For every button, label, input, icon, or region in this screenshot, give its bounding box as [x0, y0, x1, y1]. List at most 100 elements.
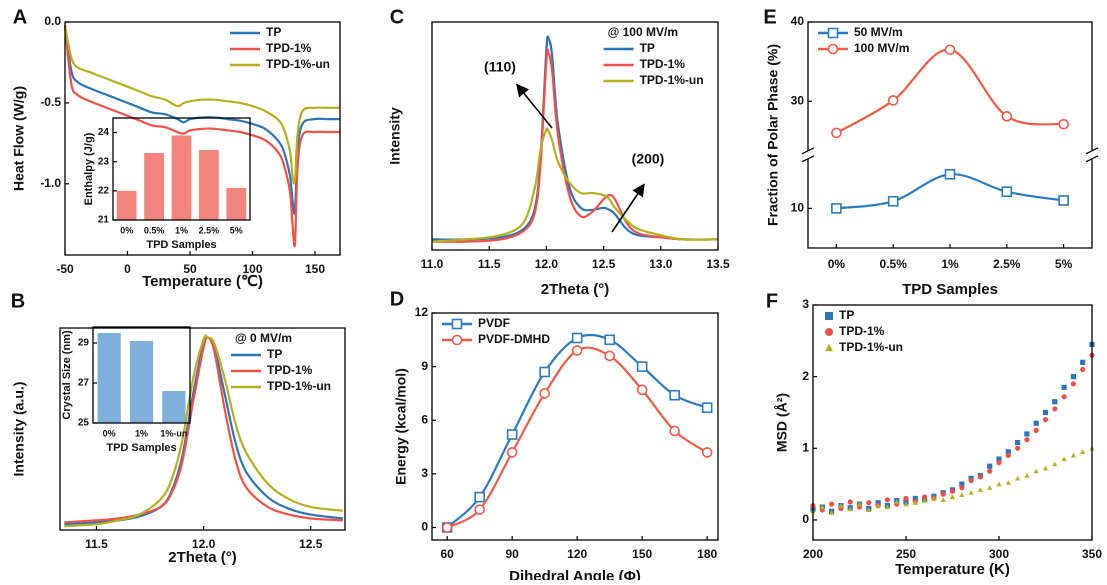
marker: [959, 481, 965, 487]
marker: [996, 460, 1002, 466]
series-line: [64, 334, 344, 528]
series-line: [63, 25, 340, 248]
marker: [571, 332, 583, 344]
marker: [701, 402, 713, 414]
marker: [838, 503, 844, 508]
plot-frame: [92, 326, 191, 424]
legend-label: TPD-1%: [640, 57, 686, 71]
y-axis-label: MSD (Å²): [774, 393, 790, 452]
marker: [996, 456, 1002, 462]
x-tick-label: 12.5: [592, 257, 616, 271]
x-tick-label: 0.5%: [880, 257, 908, 271]
x-tick-label: 0%: [103, 428, 116, 438]
y-tick-label: 0.0: [44, 14, 61, 28]
plot-frame: [812, 304, 1093, 541]
legend-label: PVDF: [478, 316, 510, 330]
marker: [887, 195, 899, 207]
marker: [1061, 384, 1067, 390]
y-tick-label: 22: [98, 185, 110, 196]
legend-label: TP: [839, 308, 854, 322]
legend-label: TPD-1%-un: [266, 57, 330, 71]
marker: [1033, 420, 1039, 426]
legend-label: TPD-1%: [839, 324, 885, 338]
x-tick-label: 200: [803, 547, 823, 561]
marker: [506, 429, 518, 440]
marker: [1024, 437, 1030, 443]
legend-marker: [451, 318, 463, 330]
marker: [1058, 118, 1069, 130]
annotation: (200): [632, 151, 665, 167]
x-axis-label: Dihedral Angle (Φ): [509, 568, 641, 580]
marker: [922, 494, 928, 500]
x-axis-label: 2Theta (°): [168, 549, 237, 566]
marker: [636, 384, 648, 396]
bar: [116, 190, 137, 220]
bar: [162, 391, 186, 423]
x-tick-label: 11.0: [421, 257, 444, 271]
panel-letter: F: [766, 290, 778, 312]
x-tick-label: 250: [896, 547, 916, 561]
marker: [940, 497, 946, 502]
marker: [539, 388, 550, 399]
x-axis-label: TPD Samples: [106, 442, 176, 454]
legend-title: @ 100 MV/m: [608, 25, 678, 39]
bar: [226, 187, 247, 220]
series-line: [63, 24, 340, 185]
y-tick-label: 3: [802, 297, 809, 311]
y-tick-label: 3: [421, 466, 428, 480]
marker: [944, 168, 956, 180]
y-tick-label: 29: [78, 338, 90, 349]
legend-title: @ 0 MV/m: [235, 331, 292, 345]
series-line: [431, 48, 719, 243]
legend-label: PVDF-DMHD: [478, 332, 550, 346]
marker: [1033, 427, 1039, 433]
y-tick-label: 9: [421, 359, 428, 373]
marker: [987, 485, 993, 490]
y-axis-label: Heat Flow (W/g): [11, 86, 27, 191]
marker: [831, 127, 842, 139]
plot-frame: [807, 21, 1093, 249]
legend-label: TPD-1%: [267, 363, 313, 377]
x-tick-label: 90: [505, 547, 519, 561]
x-tick-label: 12.0: [192, 537, 216, 551]
panel-letter: E: [763, 6, 776, 28]
marker: [968, 477, 974, 484]
marker: [1042, 465, 1049, 471]
plot-frame: [64, 21, 341, 256]
marker: [1042, 417, 1049, 423]
marker: [884, 497, 891, 503]
marker: [996, 481, 1002, 487]
legend-label: TP: [266, 25, 281, 39]
marker: [604, 350, 615, 362]
marker: [1052, 399, 1058, 405]
bar: [97, 333, 121, 423]
marker: [829, 501, 835, 507]
legend-marker: [827, 27, 839, 39]
marker: [1005, 449, 1011, 455]
x-tick-label: 1%: [941, 257, 959, 271]
marker: [441, 522, 453, 533]
x-axis-label: Temperature (℃): [142, 273, 263, 290]
marker: [1070, 381, 1076, 387]
marker: [949, 494, 956, 500]
y-tick-label: 10: [791, 201, 805, 215]
marker: [669, 389, 680, 401]
x-tick-label: 350: [1082, 547, 1102, 561]
y-tick-label: 21: [98, 215, 110, 226]
x-tick-label: 5%: [1055, 257, 1073, 271]
marker: [1061, 456, 1067, 462]
bar: [171, 135, 192, 220]
x-tick-label: 0.5%: [144, 225, 165, 235]
marker: [701, 447, 713, 458]
marker: [1001, 186, 1013, 198]
y-axis-label: Crystal Size (nm): [61, 330, 73, 420]
legend-label: TPD-1%-un: [267, 379, 331, 393]
marker: [1061, 394, 1067, 400]
annotation-arrow: [611, 183, 645, 233]
marker: [1015, 445, 1021, 451]
legend-label: 100 MV/m: [854, 41, 909, 55]
legend-marker: [825, 328, 833, 336]
y-tick-label: 1: [802, 440, 809, 454]
marker: [856, 501, 863, 507]
